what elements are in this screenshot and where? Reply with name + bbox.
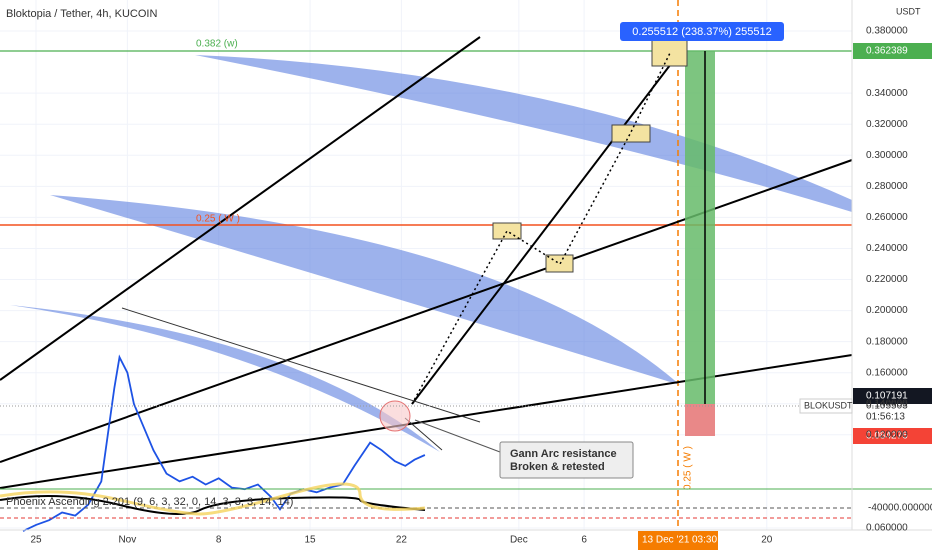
- callout-pointer: [414, 419, 501, 453]
- profit-zone: [685, 51, 715, 404]
- price-tag: [853, 43, 932, 59]
- x-tick-label: 25: [30, 535, 42, 546]
- measure-text: 0.255512 (238.37%) 255512: [632, 26, 771, 38]
- cursor-date: 13 Dec '21: [642, 535, 690, 546]
- x-tick-label: 15: [304, 535, 316, 546]
- y-tick-label: 0.160000: [866, 367, 908, 378]
- x-tick-label: Dec: [510, 535, 528, 546]
- title: Bloktopia / Tether, 4h, KUCOIN: [6, 8, 157, 20]
- y-tick-label: 0.060000: [866, 523, 908, 534]
- y-tick-label: 0.340000: [866, 88, 908, 99]
- price-tag: [853, 428, 932, 444]
- fib-label: 0.382 (w): [196, 39, 238, 50]
- price-tag-text: 0.107191: [866, 391, 908, 402]
- projection-path: [411, 52, 671, 405]
- x-tick-label: 20: [761, 535, 773, 546]
- axis-unit: USDT: [896, 6, 921, 16]
- x-tick-label: 8: [216, 535, 222, 546]
- cursor-badge: [638, 531, 718, 550]
- indicator-line: [0, 495, 426, 515]
- y-tick-label: 0.240000: [866, 243, 908, 254]
- callout-text: Gann Arc resistance: [510, 448, 617, 460]
- price-tag-text: 0.362389: [866, 46, 908, 57]
- symbol-tag-text: BLOKUSDT: [804, 400, 853, 410]
- y-tick-label: 0.120000: [866, 429, 908, 440]
- cursor-time: 03:30: [692, 535, 717, 546]
- callout: [499, 441, 634, 479]
- axis-label: -40000.000000: [868, 503, 932, 514]
- fib-label: 0.25 ( W ): [683, 446, 694, 490]
- y-tick-label: 0.260000: [866, 212, 908, 223]
- y-tick-label: 0.300000: [866, 150, 908, 161]
- price-tag: [853, 388, 932, 404]
- trend-line: [121, 307, 481, 423]
- highlight: [379, 400, 411, 432]
- loss-zone: [685, 404, 715, 436]
- symbol-tag: [799, 398, 853, 414]
- x-tick-label: 6: [581, 535, 587, 546]
- x-tick-label: Nov: [118, 535, 136, 546]
- price-tag-text: 0.105503: [866, 401, 908, 412]
- arrow: [404, 417, 443, 451]
- y-tick-label: 0.380000: [866, 26, 908, 37]
- price-tag-text: 01:56:13: [866, 412, 905, 423]
- x-tick-label: 22: [396, 535, 408, 546]
- y-tick-label: 0.280000: [866, 181, 908, 192]
- price-series: [22, 354, 426, 532]
- fib-label: 0.25 ( W ): [196, 214, 240, 225]
- indicator-name: Phoenix Ascending 2.201 (9, 6, 3, 32, 0,…: [6, 496, 293, 508]
- y-tick-label: 0.200000: [866, 305, 908, 316]
- y-tick-label: 0.220000: [866, 274, 908, 285]
- price-tag-text: 0.084276: [866, 431, 908, 442]
- y-tick-label: 0.140000: [866, 398, 908, 409]
- y-tick-label: 0.180000: [866, 336, 908, 347]
- callout-text: Broken & retested: [510, 461, 605, 473]
- price-line: [22, 354, 426, 532]
- y-tick-label: 0.320000: [866, 119, 908, 130]
- indicator-band: [0, 482, 426, 516]
- measure-badge: [620, 22, 784, 41]
